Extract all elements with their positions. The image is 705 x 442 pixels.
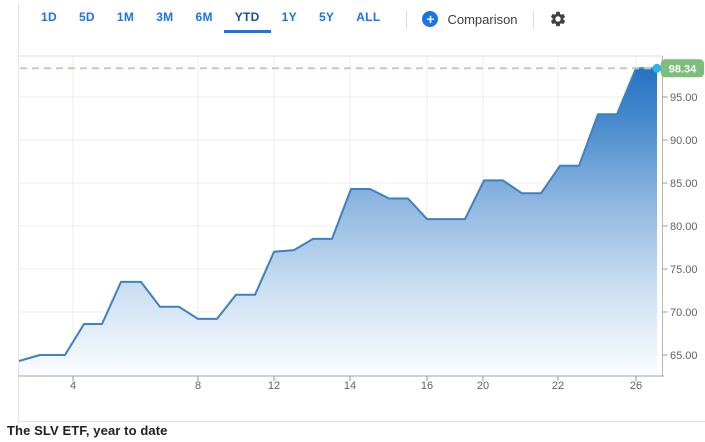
- last-price-badge: 98.34: [661, 59, 704, 78]
- add-comparison-icon: +: [422, 11, 439, 27]
- axes: 4 8 12 14 16 20 22 26 95.00 90.00 85.00 80.00 75.00 7…: [18, 56, 698, 392]
- svg-text:98.34: 98.34: [669, 63, 697, 75]
- range-tab-3m[interactable]: 3M: [145, 5, 184, 33]
- range-tab-all[interactable]: ALL: [345, 5, 391, 33]
- range-tab-6m[interactable]: 6M: [184, 5, 223, 33]
- toolbar-divider: [532, 9, 534, 29]
- comparison-label: Comparison: [447, 11, 518, 27]
- y-axis-label: 65.00: [670, 350, 698, 362]
- range-tab-5d[interactable]: 5D: [68, 5, 106, 33]
- y-axis-label: 85.00: [670, 178, 698, 190]
- range-toolbar: 1D 5D 1M 3M 6M YTD 1Y 5Y ALL + Comparison: [30, 4, 567, 34]
- settings-button[interactable]: [549, 10, 567, 28]
- range-tab-ytd[interactable]: YTD: [223, 5, 271, 33]
- x-axis-label: 16: [421, 380, 433, 392]
- comparison-button[interactable]: + Comparison: [422, 11, 518, 27]
- toolbar-divider: [406, 9, 408, 29]
- x-axis-label: 20: [477, 380, 489, 392]
- x-axis-label: 4: [70, 380, 76, 392]
- x-axis-label: 26: [630, 380, 642, 392]
- y-axis-label: 90.00: [670, 135, 698, 147]
- x-axis-label: 12: [268, 380, 280, 392]
- range-tab-1d[interactable]: 1D: [30, 5, 68, 33]
- range-tabs: 1D 5D 1M 3M 6M YTD 1Y 5Y ALL: [30, 5, 391, 33]
- y-axis-label: 70.00: [670, 307, 698, 319]
- y-axis-label: 80.00: [670, 221, 698, 233]
- range-tab-5y[interactable]: 5Y: [308, 5, 345, 33]
- gear-icon: [550, 11, 565, 27]
- chart-caption: The SLV ETF, year to date: [7, 423, 168, 438]
- range-tab-1m[interactable]: 1M: [106, 5, 145, 33]
- x-axis-label: 14: [344, 380, 356, 392]
- last-price-dot: [652, 63, 662, 73]
- price-series: [18, 67, 657, 377]
- range-tab-1y[interactable]: 1Y: [271, 5, 308, 33]
- x-axis-label: 8: [195, 380, 201, 392]
- y-axis-label: 95.00: [670, 92, 698, 104]
- y-axis-label: 75.00: [670, 264, 698, 276]
- x-axis-label: 22: [552, 380, 564, 392]
